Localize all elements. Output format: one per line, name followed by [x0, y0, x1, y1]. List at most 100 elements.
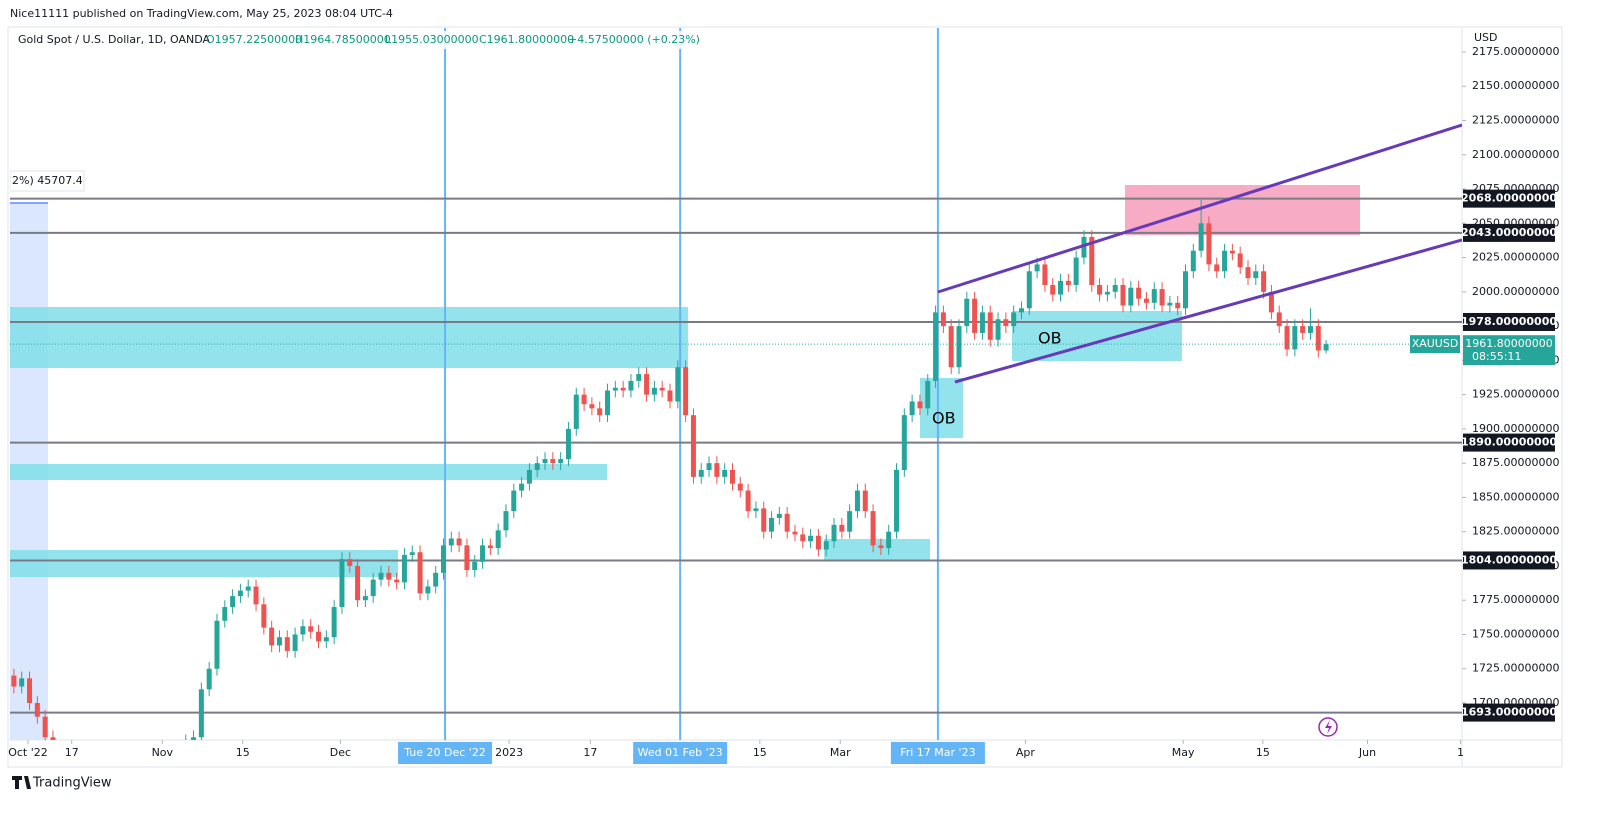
last-price-label: 1961.80000000: [1465, 337, 1552, 350]
candle-body: [261, 604, 267, 628]
y-tick-label: 2150.00000000: [1472, 79, 1559, 92]
candle-body: [222, 607, 228, 621]
candle-body: [854, 490, 860, 512]
candle-body: [933, 312, 939, 381]
candle-body: [1253, 271, 1259, 279]
candle-body: [894, 470, 900, 532]
candle-body: [362, 596, 368, 601]
candle-body: [636, 374, 642, 381]
candle-body: [979, 312, 985, 333]
candle-body: [1245, 267, 1251, 279]
y-tick-label: 2025.00000000: [1472, 251, 1559, 264]
candle-body: [230, 596, 236, 608]
marker-label-bg: [633, 742, 728, 764]
candle-body: [519, 483, 525, 491]
candle-body: [581, 394, 587, 405]
candle-body: [448, 538, 454, 546]
zone: [10, 464, 607, 480]
candle-body: [1018, 308, 1024, 313]
y-tick-label: 1900.00000000: [1472, 422, 1559, 435]
ob-label: OB: [1038, 329, 1062, 348]
x-tick-label: Dec: [330, 746, 351, 759]
x-tick-label: Nov: [152, 746, 174, 759]
event-icon[interactable]: [1318, 717, 1338, 737]
candle-body: [745, 490, 751, 512]
x-tick-label: Jun: [1358, 746, 1376, 759]
candle-body: [1261, 271, 1267, 292]
candle-body: [1315, 326, 1321, 351]
y-tick-label: 1775.00000000: [1472, 593, 1559, 606]
candle-body: [995, 319, 1001, 340]
level-label-bg: [1463, 433, 1555, 452]
candle-body: [433, 572, 439, 587]
candle-body: [1034, 264, 1040, 272]
candle-body: [284, 637, 290, 651]
candle-body: [11, 675, 17, 687]
level-label: 2043.00000000: [1461, 226, 1557, 239]
candle-body: [964, 298, 970, 327]
candle-body: [901, 415, 907, 471]
currency: USD: [1474, 31, 1498, 44]
range-label-box: [10, 170, 85, 192]
brand-logo: [12, 776, 31, 789]
candle-body: [316, 631, 322, 642]
candle-body: [1167, 302, 1173, 306]
candle-body: [1229, 250, 1235, 254]
candle-body: [925, 380, 931, 409]
candle-body: [815, 535, 821, 550]
candle-body: [831, 524, 837, 542]
candle-body: [972, 298, 978, 333]
candle-body: [558, 459, 564, 464]
candle-body: [597, 408, 603, 416]
candle-body: [714, 463, 720, 477]
y-tick-label: 1825.00000000: [1472, 525, 1559, 538]
candle-body: [269, 627, 275, 646]
y-tick-label: 1725.00000000: [1472, 662, 1559, 675]
candle-body: [245, 586, 251, 591]
candle-body: [1065, 280, 1071, 285]
candle-body: [1190, 250, 1196, 272]
legend-change: +4.57500000 (+0.23%): [568, 33, 700, 46]
candle-body: [206, 668, 212, 690]
candle-body: [1323, 344, 1329, 351]
candle-body: [1097, 284, 1103, 295]
candle-body: [495, 530, 501, 549]
x-tick-label: 15: [1256, 746, 1270, 759]
ob-label: OB: [932, 409, 956, 428]
level-label-bg: [1463, 312, 1555, 331]
chart-frame: [7, 26, 1563, 768]
candle-body: [487, 545, 493, 549]
level-label-bg: [1463, 223, 1555, 242]
symbol-title: Gold Spot / U.S. Dollar, 1D, OANDA: [18, 33, 211, 46]
marker-label-bg: [890, 742, 985, 764]
channel-upper: [937, 123, 1462, 294]
x-tick-label: Mar: [830, 746, 851, 759]
countdown: 08:55:11: [1472, 350, 1521, 363]
candle-body: [612, 387, 618, 391]
candle-body: [1159, 289, 1165, 306]
y-tick-label: 2125.00000000: [1472, 114, 1559, 127]
x-tick-label: 17: [583, 746, 597, 759]
candle-body: [1089, 237, 1095, 285]
candle-body: [1112, 284, 1118, 292]
y-tick-label: 1750.00000000: [1472, 627, 1559, 640]
candle-body: [1003, 319, 1009, 327]
candle-body: [729, 470, 735, 484]
candle-body: [1026, 271, 1032, 309]
candle-body: [620, 387, 626, 391]
candle-body: [589, 404, 595, 409]
candle-body: [34, 702, 40, 717]
candle-body: [300, 626, 306, 635]
marker-label-bg: [398, 742, 493, 764]
candle-body: [1284, 326, 1290, 350]
candle-body: [690, 415, 696, 477]
candle-body: [753, 508, 759, 512]
y-tick-label: 1925.00000000: [1472, 388, 1559, 401]
candle-body: [198, 689, 204, 738]
level-label-bg: [1463, 703, 1555, 722]
x-tick-label: 15: [236, 746, 250, 759]
candle-body: [511, 490, 517, 512]
legend-low: L1955.03000000: [385, 33, 479, 46]
candle-body: [776, 513, 782, 518]
ob-zone: [1012, 311, 1182, 361]
